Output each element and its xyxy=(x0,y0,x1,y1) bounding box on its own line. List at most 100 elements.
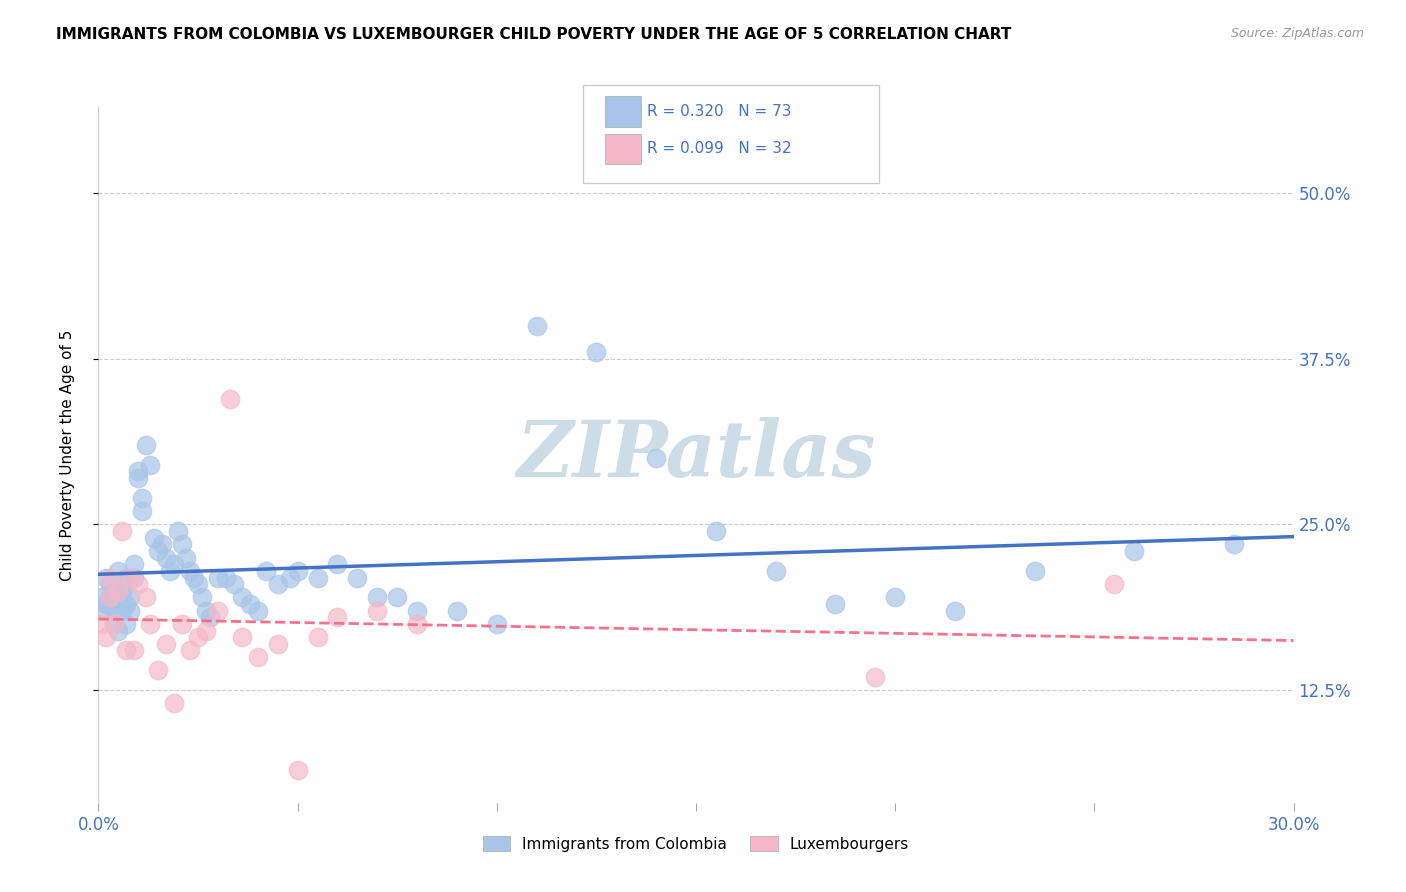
Point xyxy=(115,643,138,657)
Point xyxy=(366,591,388,605)
Text: R = 0.099   N = 32: R = 0.099 N = 32 xyxy=(647,142,792,156)
Text: R = 0.320   N = 73: R = 0.320 N = 73 xyxy=(647,104,792,119)
Point xyxy=(195,624,218,638)
Point xyxy=(824,597,846,611)
Point xyxy=(239,597,262,611)
Point xyxy=(1024,564,1046,578)
Point xyxy=(96,630,118,644)
Point xyxy=(155,550,177,565)
Point xyxy=(139,458,162,472)
Point xyxy=(163,558,186,572)
Point xyxy=(150,537,173,551)
Point xyxy=(179,643,201,657)
Point xyxy=(222,577,245,591)
Point xyxy=(326,558,349,572)
Point xyxy=(96,597,118,611)
Point xyxy=(98,570,122,584)
Point xyxy=(135,438,157,452)
Point xyxy=(183,570,205,584)
Point xyxy=(148,663,170,677)
Point xyxy=(124,558,146,572)
Point xyxy=(198,610,221,624)
Point xyxy=(326,610,349,624)
Point xyxy=(131,491,153,505)
Point xyxy=(385,591,409,605)
Point xyxy=(207,604,229,618)
Point xyxy=(107,624,129,638)
Point xyxy=(246,604,269,618)
Point xyxy=(163,697,186,711)
Point xyxy=(215,570,238,584)
Point xyxy=(191,591,214,605)
Point xyxy=(254,564,277,578)
Point xyxy=(346,570,368,584)
Point xyxy=(139,616,162,631)
Point xyxy=(1104,577,1126,591)
Point xyxy=(278,570,301,584)
Point xyxy=(103,616,125,631)
Point xyxy=(172,616,194,631)
Point xyxy=(107,583,129,598)
Point xyxy=(124,643,146,657)
Point xyxy=(127,465,149,479)
Point xyxy=(155,637,177,651)
Point xyxy=(526,318,548,333)
Point xyxy=(187,630,209,644)
Point xyxy=(307,630,329,644)
Point xyxy=(115,616,138,631)
Point xyxy=(159,564,181,578)
Point xyxy=(446,604,468,618)
Point xyxy=(103,604,125,618)
Point xyxy=(207,570,229,584)
Point xyxy=(98,591,122,605)
Point xyxy=(111,604,134,618)
Point xyxy=(704,524,727,538)
Point xyxy=(143,531,166,545)
Point xyxy=(943,604,966,618)
Point xyxy=(174,550,197,565)
Point xyxy=(366,604,388,618)
Point xyxy=(246,650,269,665)
Point xyxy=(231,630,253,644)
Point xyxy=(884,591,907,605)
Point xyxy=(406,604,429,618)
Point xyxy=(765,564,787,578)
Point xyxy=(231,591,253,605)
Point xyxy=(111,583,134,598)
Legend: Immigrants from Colombia, Luxembourgers: Immigrants from Colombia, Luxembourgers xyxy=(477,830,915,858)
Point xyxy=(267,637,290,651)
Point xyxy=(127,471,149,485)
Point xyxy=(172,537,194,551)
Point xyxy=(124,570,146,584)
Point xyxy=(307,570,329,584)
Point xyxy=(287,564,309,578)
Point xyxy=(219,392,242,406)
Point xyxy=(645,451,668,466)
Point xyxy=(127,577,149,591)
Text: Source: ZipAtlas.com: Source: ZipAtlas.com xyxy=(1230,27,1364,40)
Point xyxy=(585,345,607,359)
Point xyxy=(111,597,134,611)
Point xyxy=(107,564,129,578)
Point xyxy=(96,604,118,618)
Point xyxy=(96,570,118,584)
Point xyxy=(91,591,114,605)
Point xyxy=(179,564,201,578)
Point xyxy=(120,604,142,618)
Text: ZIPatlas: ZIPatlas xyxy=(516,417,876,493)
Point xyxy=(135,591,157,605)
Text: IMMIGRANTS FROM COLOMBIA VS LUXEMBOURGER CHILD POVERTY UNDER THE AGE OF 5 CORREL: IMMIGRANTS FROM COLOMBIA VS LUXEMBOURGER… xyxy=(56,27,1011,42)
Point xyxy=(103,616,125,631)
Point xyxy=(1123,544,1146,558)
Point xyxy=(485,616,508,631)
Point xyxy=(287,763,309,777)
Point xyxy=(111,524,134,538)
Point xyxy=(195,604,218,618)
Point xyxy=(98,597,122,611)
Point xyxy=(91,616,114,631)
Point xyxy=(865,670,887,684)
Point xyxy=(187,577,209,591)
Point xyxy=(131,504,153,518)
Point xyxy=(120,591,142,605)
Point xyxy=(98,591,122,605)
